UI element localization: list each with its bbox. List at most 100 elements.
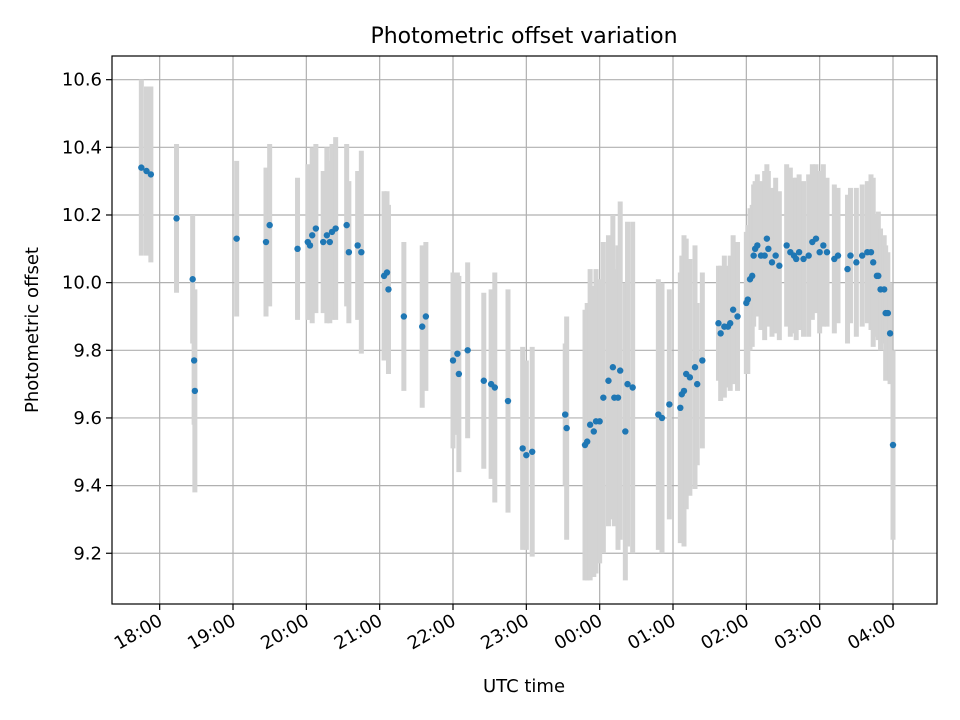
data-point [523,451,530,459]
data-point [793,255,800,263]
data-point [422,313,430,320]
data-point [820,242,827,249]
data-point [584,438,591,445]
data-point [233,235,240,242]
data-point [480,377,487,384]
data-point [504,397,512,405]
data-point [383,269,391,276]
data-point [190,357,198,364]
data-point [326,238,333,246]
data-point [385,286,392,293]
data-point [783,242,790,249]
data-point [358,248,365,256]
data-point [464,347,471,354]
data-point [400,313,408,320]
data-point [765,245,772,253]
data-point [455,370,463,378]
data-point [173,215,180,222]
data-point [754,242,761,249]
y-axis-ticks: 9.2 9.4 9.6 9.8 10.0 10.2 10.4 10.6 [62,70,112,564]
y-tick-label: 9.6 [73,408,102,429]
y-tick-label: 10.6 [62,70,102,91]
data-point [734,313,741,320]
data-point [563,424,570,432]
data-point [812,235,820,242]
y-tick-label: 9.4 [73,476,102,497]
data-point [870,259,877,266]
data-point [332,225,339,232]
y-tick-label: 9.8 [73,340,102,361]
chart-title: Photometric offset variation [370,24,677,49]
data-point [519,445,526,452]
data-point [590,428,597,435]
data-point [666,401,673,408]
data-point [312,225,320,232]
y-axis-label: Photometric offset [22,247,43,413]
data-point [600,394,607,401]
y-tick-label: 10.0 [62,273,102,294]
data-point [772,252,779,259]
data-point [884,309,892,317]
data-point [823,248,831,256]
data-point [309,232,316,239]
data-point [529,448,536,455]
data-point [191,387,199,395]
data-point [886,330,894,337]
data-point [763,235,771,242]
data-point [596,418,603,425]
data-point [343,221,350,229]
data-point [800,255,807,263]
data-point [795,248,803,256]
data-point [686,374,694,381]
data-point [816,248,823,256]
data-point [345,248,353,256]
data-point [715,320,722,327]
data-point [323,232,331,239]
data-point [694,380,701,388]
data-point [677,404,684,412]
data-point [717,330,724,337]
data-point [262,238,270,246]
data-point [875,272,882,280]
data-point [844,265,851,273]
data-points [138,164,897,459]
y-tick-label: 10.4 [62,137,102,158]
data-point [622,428,629,435]
data-point [562,411,569,418]
data-point [354,242,361,249]
data-point [776,262,783,269]
data-point [454,350,461,357]
data-point [727,320,734,327]
data-point [680,387,688,395]
data-point [853,259,860,266]
data-point [658,414,666,422]
data-point [189,276,196,283]
data-point [847,252,854,259]
data-point [834,252,842,259]
data-point [750,252,757,259]
plot-frame [111,55,938,605]
data-point [294,245,301,253]
data-point [147,171,155,178]
data-point [609,364,617,371]
data-point [691,364,699,371]
data-point [744,296,751,303]
data-point [729,306,737,313]
data-point [624,380,631,388]
data-point [889,441,897,449]
x-axis-label: UTC time [483,676,565,697]
data-point [306,242,314,249]
data-point [143,167,150,175]
y-tick-label: 10.2 [62,205,102,226]
data-point [867,248,875,256]
data-point [491,384,498,391]
data-point [586,421,594,428]
data-point [805,252,812,259]
y-tick-label: 9.2 [73,543,102,564]
data-point [881,286,888,293]
data-point [629,384,636,391]
data-point [859,252,866,259]
data-point [320,238,327,246]
data-point [617,367,624,374]
